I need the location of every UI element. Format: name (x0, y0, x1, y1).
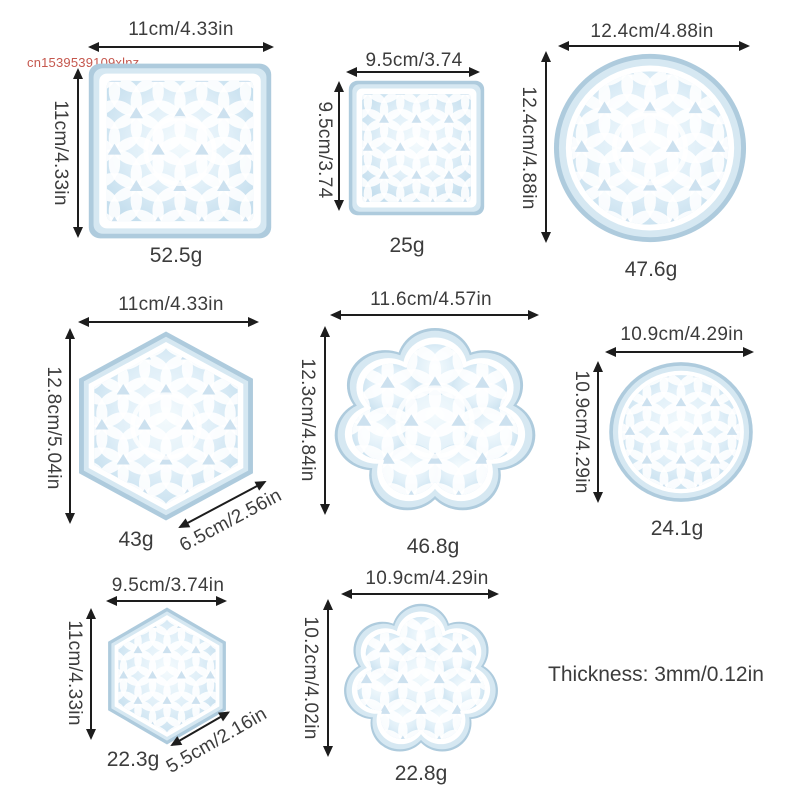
mold-image-square-large (88, 63, 272, 239)
weight-label: 22.3g (106, 748, 160, 771)
mold-image-flower-small (344, 603, 498, 752)
weight-label: 22.8g (394, 762, 448, 785)
weight-label: 43g (118, 528, 154, 551)
height-dimension-arrow (73, 68, 83, 238)
width-dimension-label: 11.6cm/4.57in (370, 289, 492, 310)
width-dimension-arrow (558, 41, 750, 51)
height-dimension-arrow (593, 361, 603, 503)
width-dimension-label: 10.9cm/4.29in (365, 568, 489, 589)
height-dimension-arrow (320, 326, 330, 515)
height-dimension-arrow (323, 599, 333, 757)
mold-image-hexagon-large (79, 331, 253, 521)
height-dimension-label: 10.9cm/4.29in (571, 370, 592, 494)
height-dimension-label: 12.3cm/4.84in (297, 358, 318, 482)
width-dimension-arrow (346, 67, 480, 77)
width-dimension-label: 11cm/4.33in (118, 294, 224, 315)
height-dimension-arrow (541, 51, 551, 243)
width-dimension-label: 9.5cm/3.74in (111, 575, 225, 596)
mold-image-square-small (348, 80, 485, 216)
width-dimension-arrow (78, 317, 259, 327)
weight-label: 46.8g (406, 535, 460, 558)
mold-image-hexagon-small (108, 607, 226, 745)
height-dimension-label: 11cm/4.33in (50, 100, 71, 206)
height-dimension-label: 12.8cm/5.04in (43, 366, 64, 490)
weight-label: 24.1g (650, 517, 704, 540)
width-dimension-arrow (605, 347, 754, 357)
weight-label: 47.6g (624, 258, 678, 281)
height-dimension-arrow (86, 608, 96, 740)
height-dimension-label: 9.5cm/3.74 (314, 101, 335, 199)
weight-label: 25g (389, 234, 425, 257)
mold-image-circle-large (553, 53, 747, 243)
mold-image-flower-large (334, 327, 536, 511)
height-dimension-arrow (65, 328, 75, 524)
weight-label: 52.5g (149, 244, 203, 267)
mold-image-circle-small (609, 362, 753, 502)
thickness-note: Thickness: 3mm/0.12in (548, 663, 764, 686)
width-dimension-arrow (88, 42, 274, 52)
width-dimension-arrow (106, 596, 227, 606)
height-dimension-label: 10.2cm/4.02in (300, 616, 321, 740)
height-dimension-label: 12.4cm/4.88in (518, 86, 539, 210)
width-dimension-label: 12.4cm/4.88in (590, 21, 714, 42)
width-dimension-label: 10.9cm/4.29in (620, 324, 744, 345)
height-dimension-label: 11cm/4.33in (64, 620, 85, 726)
height-dimension-arrow (334, 81, 344, 211)
width-dimension-arrow (330, 310, 539, 320)
width-dimension-label: 9.5cm/3.74 (365, 50, 463, 71)
width-dimension-arrow (341, 589, 499, 599)
width-dimension-label: 11cm/4.33in (128, 19, 234, 40)
